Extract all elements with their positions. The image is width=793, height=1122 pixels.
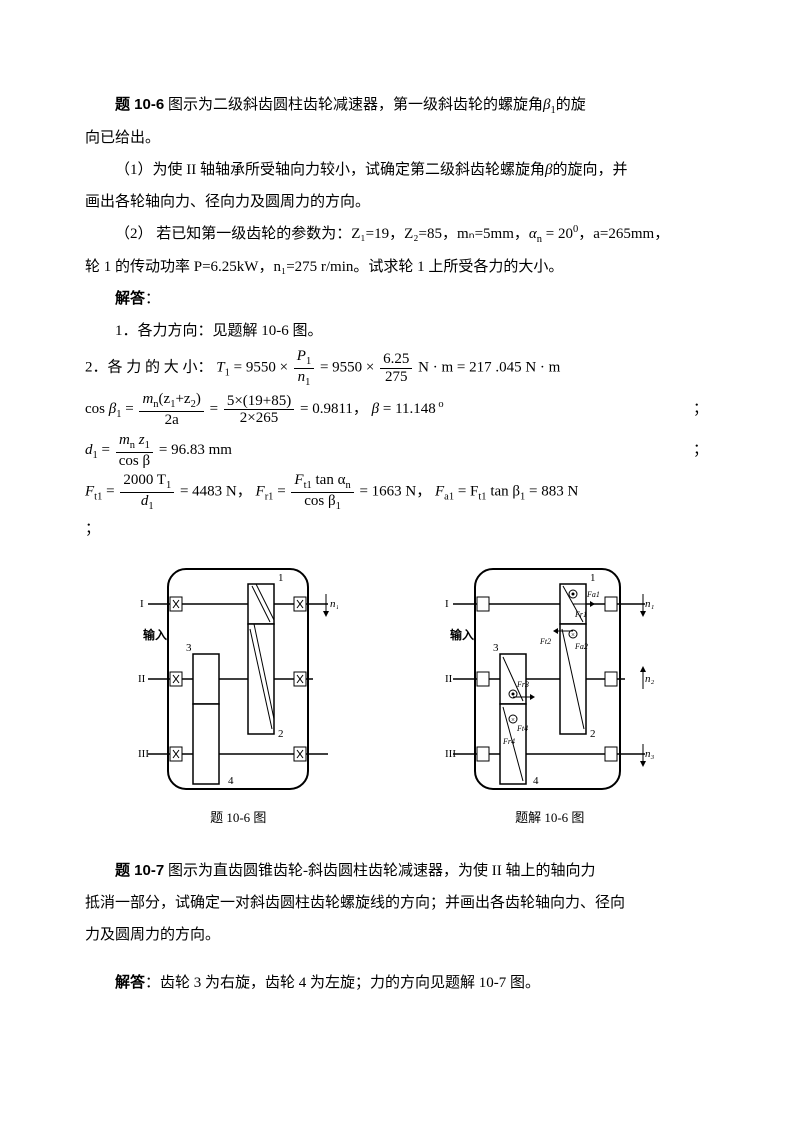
problem-title: 题 10-6 (115, 96, 164, 113)
svg-text:输入: 输入 (450, 627, 474, 642)
gear-2-label: 2 (278, 728, 284, 740)
problem-10-7-line3: 力及圆周力的方向。 (85, 920, 708, 950)
svg-text:1: 1 (590, 572, 596, 584)
eq-d1: d1 = mn z1cos β = 96.83 mm ； (85, 431, 708, 470)
question-1-cont: 画出各轮轴向力、径向力及圆周力的方向。 (85, 187, 708, 217)
shaft-1-label: I (140, 598, 144, 610)
problem-10-7-title: 题 10-7 (115, 862, 164, 879)
problem-10-7-intro: 题 10-7 图示为直齿圆锥齿轮-斜齿圆柱齿轮减速器，为使 II 轴上的轴向力 (85, 856, 708, 886)
svg-text:Fr4: Fr4 (502, 737, 515, 746)
svg-text:Fr3: Fr3 (516, 680, 529, 689)
question-2-cont: 轮 1 的传动功率 P=6.25kW，n₁=275 r/min。试求轮 1 上所… (85, 252, 708, 282)
n1-label: n₁ (330, 598, 338, 610)
input-label: 输入 (143, 627, 167, 642)
intro-cont: 向已给出。 (85, 123, 708, 153)
gear-1-label: 1 (278, 572, 284, 584)
answer-10-7: 解答：齿轮 3 为右旋，齿轮 4 为左旋；力的方向见题解 10-7 图。 (85, 968, 708, 998)
eq-cosbeta: cos β1 = mn(z1+z2)2a = 5×(19+85)2×265 = … (85, 390, 708, 429)
eq-T1: 2．各 力 的 大 小： T1 = 9550 × P1n1 = 9550 × 6… (85, 348, 708, 388)
answer-heading: 解答： (85, 284, 708, 314)
figures-row: 1 2 3 4 I II III 输入 n₁ 题 (85, 559, 708, 831)
semi-line: ； (85, 514, 708, 544)
gearbox-diagram-left: 1 2 3 4 I II III 输入 n₁ (138, 559, 338, 799)
svg-text:×: × (571, 631, 575, 639)
svg-text:n₁: n₁ (645, 598, 655, 610)
shaft-3-label: III (138, 748, 149, 760)
problem-10-7-line2: 抵消一部分，试确定一对斜齿圆柱齿轮螺旋线的方向；并画出各齿轮轴向力、径向 (85, 888, 708, 918)
figure-left: 1 2 3 4 I II III 输入 n₁ 题 (138, 559, 338, 831)
svg-text:4: 4 (533, 775, 539, 787)
svg-text:Ft4: Ft4 (516, 724, 528, 733)
svg-text:Ft2: Ft2 (539, 637, 551, 646)
gear-3-label: 3 (186, 642, 192, 654)
svg-text:Fa1: Fa1 (586, 590, 600, 599)
figure-left-caption: 题 10-6 图 (138, 805, 338, 831)
svg-text:I: I (445, 598, 449, 610)
answer-1: 1．各力方向：见题解 10-6 图。 (85, 316, 708, 346)
svg-text:n₃: n₃ (645, 748, 655, 760)
svg-text:II: II (445, 673, 453, 685)
figure-right: 1 Fr1 Fa1 2 × Ft2 Fa2 3 Fa3 Fr3 (445, 559, 655, 831)
svg-text:2: 2 (590, 728, 596, 740)
svg-text:3: 3 (493, 642, 499, 654)
svg-text:III: III (445, 748, 456, 760)
eq-forces: Ft1 = 2000 T1d1 = 4483 N， Fr1 = Ft1 tan … (85, 472, 708, 512)
figure-right-caption: 题解 10-6 图 (445, 805, 655, 831)
svg-text:Fa2: Fa2 (574, 642, 588, 651)
svg-text:n₂: n₂ (645, 673, 655, 685)
gear-4-label: 4 (228, 775, 234, 787)
svg-text:×: × (511, 716, 515, 724)
svg-text:Fr1: Fr1 (574, 610, 587, 619)
gearbox-diagram-right: 1 Fr1 Fa1 2 × Ft2 Fa2 3 Fa3 Fr3 (445, 559, 655, 799)
question-1: （1）为使 II 轴轴承所受轴向力较小，试确定第二级斜齿轮螺旋角β的旋向，并 (85, 155, 708, 185)
shaft-2-label: II (138, 673, 146, 685)
problem-10-6-intro: 题 10-6 图示为二级斜齿圆柱齿轮减速器，第一级斜齿轮的螺旋角β1的旋 (85, 90, 708, 121)
question-2: （2） 若已知第一级齿轮的参数为：Z₁=19，Z₂=85，mₙ=5mm，αn =… (85, 219, 708, 250)
